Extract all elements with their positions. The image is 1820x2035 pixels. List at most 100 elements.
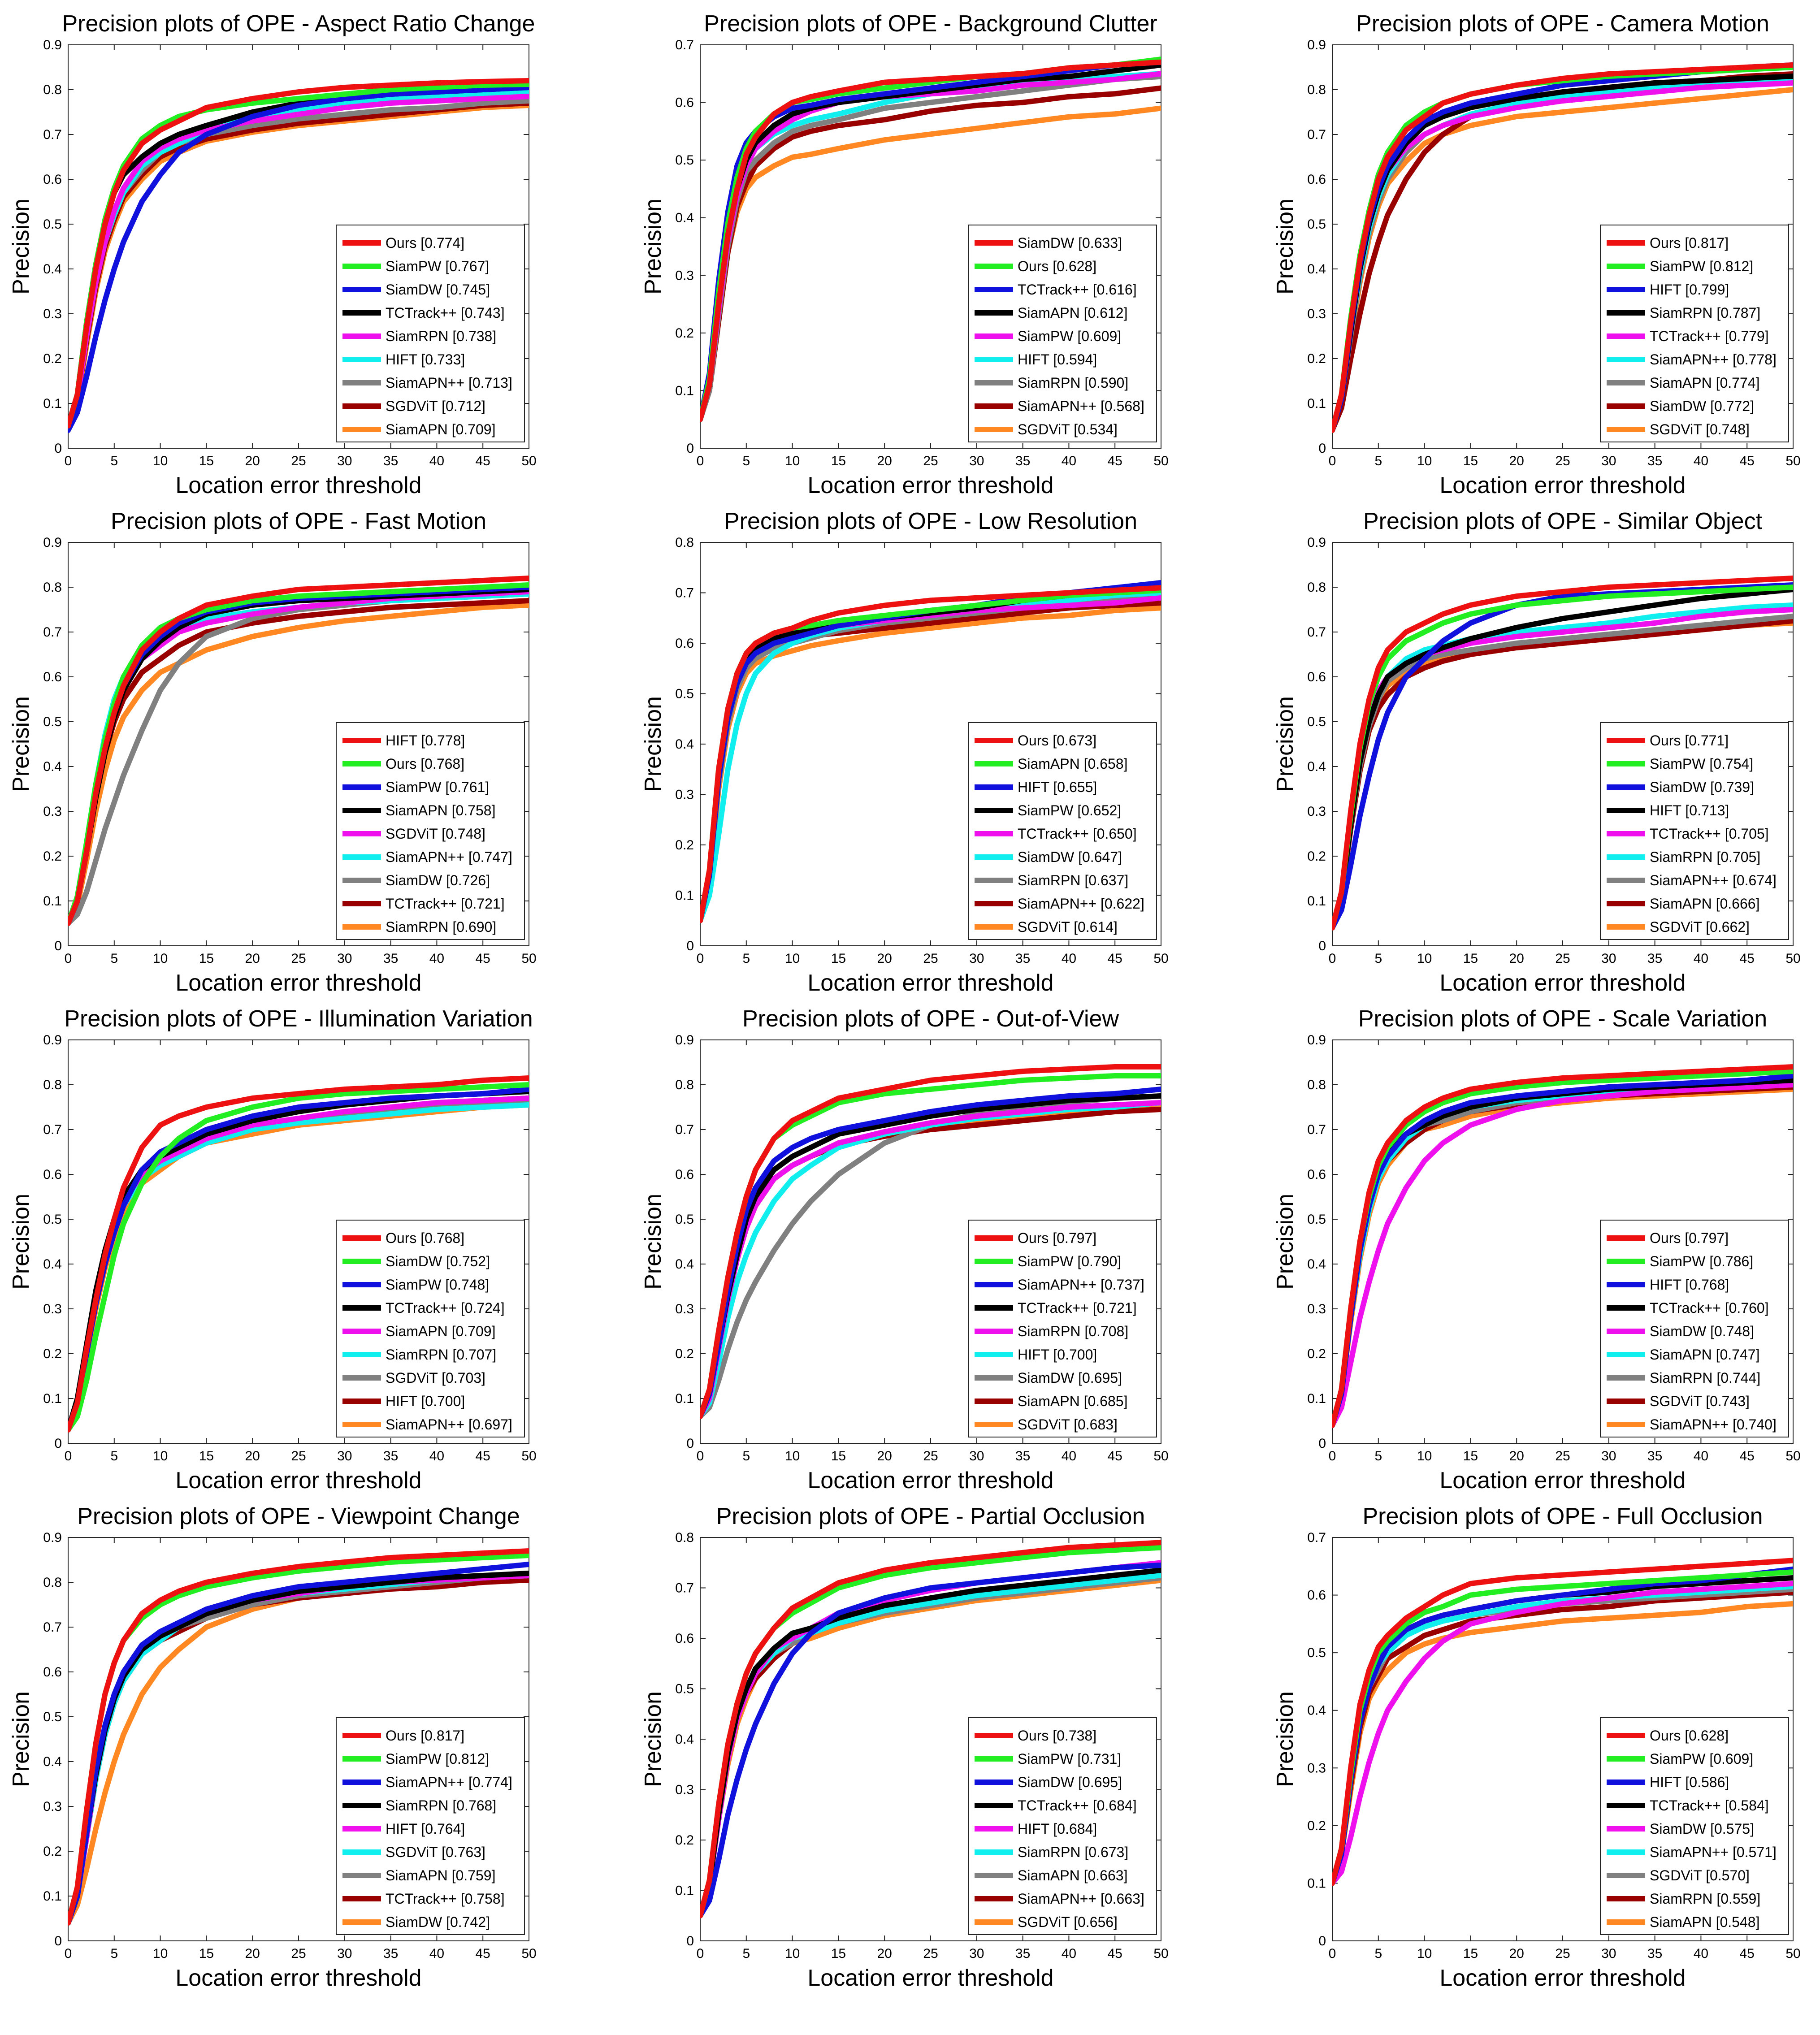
x-tick-label: 10 (785, 951, 800, 966)
y-tick-label: 0.7 (43, 1122, 62, 1137)
series-line (1332, 576, 1793, 931)
series-line (700, 1562, 1161, 1918)
legend-entry: SiamDW [0.575] (1650, 1821, 1754, 1837)
x-axis-label: Location error threshold (175, 970, 421, 996)
legend: Ours [0.797] SiamPW [0.786] HIFT [0.768] TC… (1600, 1220, 1789, 1437)
x-axis-label: Location error threshold (807, 1468, 1053, 1494)
x-tick-label: 15 (199, 951, 214, 966)
legend-entry: SiamAPN++ [0.740] (1650, 1416, 1777, 1433)
y-tick-label: 0.9 (1307, 535, 1326, 550)
chart-title: Precision plots of OPE - Low Resolution (724, 508, 1137, 534)
legend-entry: SiamDW [0.752] (386, 1253, 490, 1269)
legend-entry: SiamDW [0.742] (386, 1914, 490, 1930)
y-axis-label: Precision (1272, 696, 1298, 792)
chart-title: Precision plots of OPE - Full Occlusion (1363, 1503, 1763, 1529)
y-tick-label: 0.5 (675, 1682, 694, 1697)
legend-entry: SiamAPN [0.759] (386, 1867, 495, 1883)
x-tick-label: 20 (245, 1449, 260, 1463)
y-tick-label: 0.4 (675, 211, 694, 225)
y-tick-label: 0.9 (43, 38, 62, 52)
x-tick-label: 20 (1509, 454, 1524, 468)
x-tick-label: 20 (1509, 1946, 1524, 1961)
x-tick-label: 35 (383, 951, 398, 966)
legend-entry: HIFT [0.764] (386, 1821, 465, 1837)
y-tick-label: 0.6 (43, 1665, 62, 1680)
chart-title: Precision plots of OPE - Background Clut… (704, 11, 1157, 37)
x-tick-label: 50 (1153, 1946, 1168, 1961)
legend-entry: SiamDW [0.726] (386, 872, 490, 888)
x-tick-label: 50 (1785, 1946, 1800, 1961)
y-tick-label: 0.4 (43, 262, 62, 277)
legend-entry: SiamAPN++ [0.674] (1650, 872, 1777, 888)
legend-entry: SiamPW [0.786] (1650, 1253, 1753, 1269)
legend-entry: HIFT [0.684] (1018, 1821, 1097, 1837)
y-tick-label: 0.1 (1307, 1876, 1326, 1891)
x-tick-label: 5 (742, 454, 750, 468)
y-tick-label: 0.2 (675, 1833, 694, 1848)
x-tick-label: 20 (877, 1946, 892, 1961)
legend-entry: Ours [0.628] (1650, 1728, 1729, 1744)
series-line (68, 85, 529, 433)
x-tick-label: 35 (1647, 1449, 1662, 1463)
chart-panel: Precision plots of OPE - Camera Motion 0 5… (1272, 11, 1801, 498)
y-tick-label: 0.7 (1307, 1530, 1326, 1545)
y-tick-label: 0.6 (675, 636, 694, 651)
x-tick-label: 30 (1601, 1946, 1616, 1961)
chart-title: Precision plots of OPE - Partial Occlusi… (716, 1503, 1145, 1529)
legend-entry: SiamRPN [0.708] (1018, 1323, 1128, 1339)
series-group (1332, 1064, 1793, 1428)
legend-entry: HIFT [0.594] (1018, 351, 1097, 368)
chart-panel: Precision plots of OPE - Background Clut… (640, 11, 1169, 498)
x-tick-label: 30 (337, 951, 352, 966)
legend: SiamDW [0.633] Ours [0.628] TCTrack++ [0.6… (968, 225, 1157, 442)
x-tick-label: 25 (291, 1946, 306, 1961)
legend-entry: SGDViT [0.534] (1018, 421, 1118, 437)
y-tick-label: 0.4 (675, 1732, 694, 1747)
y-tick-label: 0.8 (43, 1575, 62, 1590)
x-tick-label: 10 (785, 1449, 800, 1463)
legend-entry: SiamAPN [0.658] (1018, 756, 1127, 772)
x-tick-label: 50 (521, 1449, 536, 1463)
chart-title: Precision plots of OPE - Viewpoint Chang… (77, 1503, 520, 1529)
x-tick-label: 25 (1555, 951, 1570, 966)
legend-entry: HIFT [0.799] (1650, 281, 1729, 298)
x-tick-label: 15 (831, 1449, 846, 1463)
y-tick-label: 0.2 (43, 849, 62, 864)
legend-entry: SiamPW [0.761] (386, 779, 489, 795)
y-tick-label: 0.2 (43, 1844, 62, 1859)
legend-entry: SiamAPN++ [0.697] (386, 1416, 512, 1433)
y-tick-label: 0.3 (675, 1302, 694, 1316)
y-tick-label: 0.4 (1307, 1703, 1326, 1718)
series-line (1332, 1558, 1793, 1886)
legend-entry: HIFT [0.713] (1650, 802, 1729, 818)
y-tick-label: 0 (1318, 441, 1326, 456)
y-tick-label: 0.4 (43, 1754, 62, 1769)
series-line (68, 1548, 529, 1926)
chart-panel: Precision plots of OPE - Low Resolution 0… (640, 508, 1169, 996)
y-axis-label: Precision (640, 1194, 666, 1290)
chart-title: Precision plots of OPE - Aspect Ratio Ch… (62, 11, 535, 37)
y-tick-label: 0.5 (1307, 217, 1326, 232)
x-tick-label: 5 (1374, 951, 1382, 966)
x-tick-label: 40 (1694, 1946, 1708, 1961)
x-tick-label: 50 (1153, 1449, 1168, 1463)
y-tick-label: 0.7 (675, 1581, 694, 1596)
x-tick-label: 45 (476, 454, 490, 468)
chart-panel: Precision plots of OPE - Similar Object 0… (1272, 508, 1801, 996)
legend-entry: SiamRPN [0.744] (1650, 1370, 1760, 1386)
x-tick-label: 20 (877, 1449, 892, 1463)
legend: Ours [0.738] SiamPW [0.731] SiamDW [0.695]… (968, 1717, 1157, 1935)
x-tick-label: 45 (1740, 454, 1755, 468)
y-tick-label: 0.5 (675, 687, 694, 701)
x-tick-label: 15 (831, 951, 846, 966)
series-line (68, 1082, 529, 1433)
y-tick-label: 0.3 (43, 804, 62, 819)
legend-entry: SiamPW [0.767] (386, 258, 489, 274)
legend-entry: SiamPW [0.652] (1018, 802, 1121, 818)
legend-entry: SiamAPN [0.612] (1018, 305, 1127, 321)
legend-entry: HIFT [0.778] (386, 732, 465, 749)
x-tick-label: 10 (153, 951, 168, 966)
x-tick-label: 0 (1329, 1946, 1336, 1961)
series-group (700, 580, 1161, 923)
series-line (700, 1064, 1161, 1419)
